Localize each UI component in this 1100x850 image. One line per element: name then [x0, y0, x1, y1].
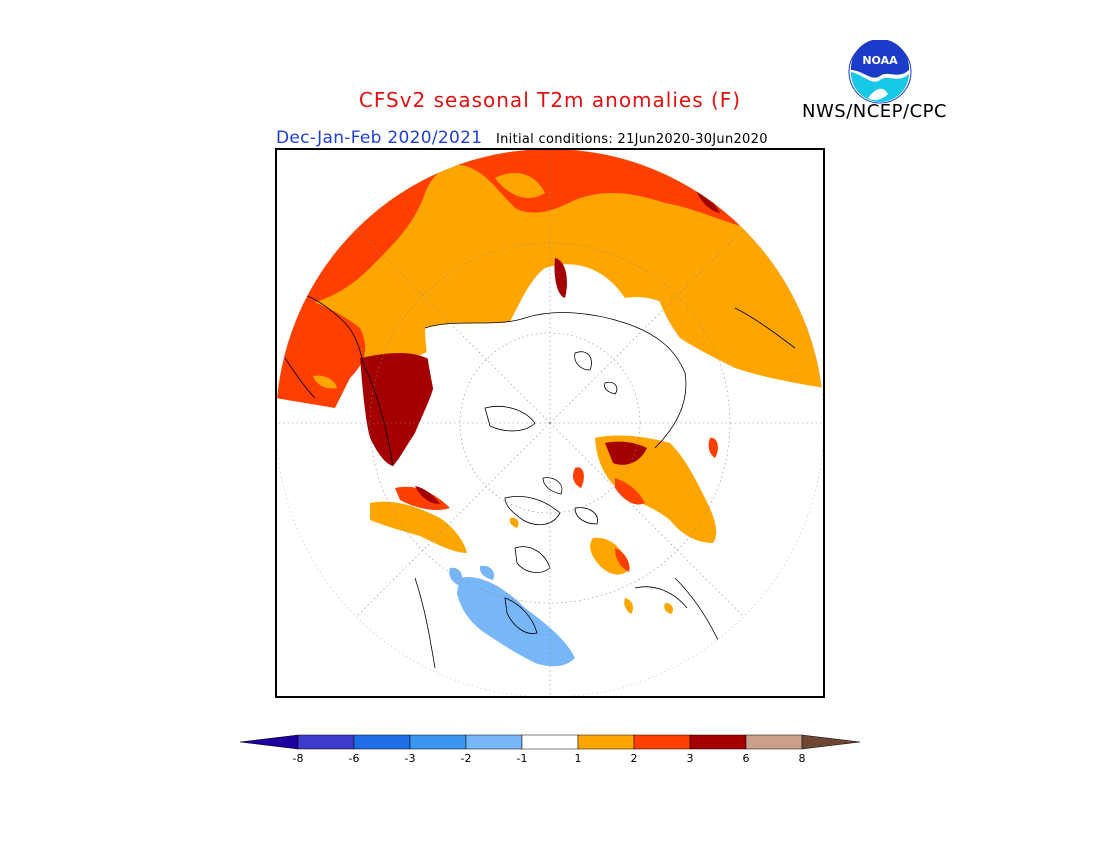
colorbar-tick-label: -8 [292, 752, 304, 765]
colorbar-tick-label: -1 [516, 752, 528, 765]
graticule [276, 149, 824, 697]
colorbar-tick-label: 6 [742, 752, 750, 765]
colorbar-segment [633, 734, 691, 750]
colorbar-segment [521, 734, 579, 750]
anomaly-region-darkred-west [360, 353, 436, 466]
noaa-logo-text: NOAA [862, 54, 898, 67]
anomaly-region-lightblue-atlantic [457, 577, 575, 667]
map-frame [275, 148, 825, 698]
anomaly-region-orange-europe [415, 225, 528, 285]
season-label: Dec-Jan-Feb 2020/2021 [276, 128, 483, 148]
colorbar-tick-label: 1 [574, 752, 582, 765]
colorbar-segment [353, 734, 411, 750]
colorbar-segment [297, 734, 355, 750]
colorbar-tick-label: -6 [348, 752, 360, 765]
colorbar-segment [409, 734, 467, 750]
anomaly-region-redorange-west [276, 288, 366, 408]
colorbar-tick-label: 2 [630, 752, 638, 765]
anomaly-region-redorange-north [276, 149, 824, 308]
colorbar-segment [689, 734, 747, 750]
colorbar-tick-label: 8 [798, 752, 806, 765]
colorbar-segment [745, 734, 803, 750]
anomaly-region-orange-east [655, 281, 824, 388]
colorbar [239, 734, 861, 750]
colorbar-arrow-low [239, 734, 299, 750]
organization-label: NWS/NCEP/CPC [802, 101, 948, 122]
colorbar-arrow-high [801, 734, 861, 750]
coastlines [284, 292, 796, 669]
anomaly-region-orange-hudson [590, 537, 630, 575]
colorbar-tick-label: -3 [404, 752, 416, 765]
colorbar-segment [465, 734, 523, 750]
map-title: CFSv2 seasonal T2m anomalies (F) [358, 88, 742, 112]
colorbar-tick-label: -2 [460, 752, 472, 765]
colorbar-segment [577, 734, 635, 750]
anomaly-region-orange-europe-south [370, 501, 467, 553]
colorbar-tick-label: 3 [686, 752, 694, 765]
polar-map [275, 148, 825, 698]
noaa-logo: NOAA [848, 40, 912, 104]
initial-conditions-label: Initial conditions: 21Jun2020-30Jun2020 [496, 132, 768, 147]
